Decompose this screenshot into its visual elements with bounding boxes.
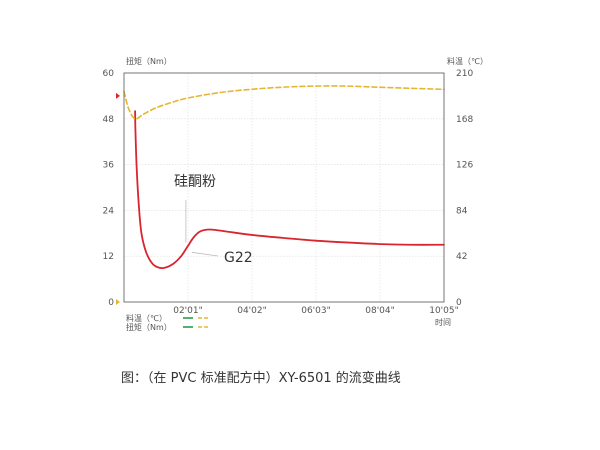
annotations: 硅酮粉 G22 xyxy=(174,174,253,266)
torque-series-line xyxy=(134,110,445,270)
y-right-tick-label: 168 xyxy=(456,115,473,125)
y-right-axis-title: 料温（℃） xyxy=(447,56,488,66)
y-right-tick-label: 210 xyxy=(456,69,473,79)
y-left-tick-label: 0 xyxy=(108,298,114,308)
plot-border xyxy=(123,72,445,303)
y-right-tick-label: 42 xyxy=(456,252,467,262)
annotation-silicone-powder: 硅酮粉 xyxy=(174,174,216,190)
y-left-tick-label: 60 xyxy=(103,69,115,79)
x-axis-title: 时间 xyxy=(435,317,451,327)
y-left-tick-label: 48 xyxy=(103,115,115,125)
annotation-leader-g22 xyxy=(191,251,219,257)
y-left-tick-label: 36 xyxy=(103,161,115,171)
x-tick-label: 06'03" xyxy=(301,306,331,316)
annotation-g22: G22 xyxy=(224,250,253,266)
axis-marker xyxy=(116,92,120,99)
x-tick-label: 02'01" xyxy=(173,306,203,316)
grid xyxy=(124,72,445,303)
legend: 料温（℃）扭矩（Nm） xyxy=(126,313,210,332)
y-right-tick-label: 126 xyxy=(456,161,473,171)
legend-label: 扭矩（Nm） xyxy=(126,322,172,332)
x-tick-label: 04'02" xyxy=(237,306,267,316)
figure-caption: 图：（在 PVC 标准配方中）XY-6501 的流变曲线 xyxy=(121,370,401,386)
y-right-tick-label: 84 xyxy=(456,206,468,216)
plot-frame xyxy=(123,72,445,303)
y-left-tick-label: 24 xyxy=(103,206,115,216)
temperature-series-line xyxy=(123,85,445,120)
y-left-axis-title: 扭矩（Nm） xyxy=(126,56,172,66)
axis-marker xyxy=(116,299,120,305)
legend-label: 料温（℃） xyxy=(126,313,167,323)
x-tick-label: 08'04" xyxy=(365,306,395,316)
tick-labels: 0 12 24 36 48 60 0 42 84 126 168 210 02'01" 04'02" 06'… xyxy=(103,69,474,316)
y-right-tick-label: 0 xyxy=(456,298,462,308)
x-tick-label: 10'05" xyxy=(429,306,459,316)
y-left-tick-label: 12 xyxy=(103,252,114,262)
series-layer xyxy=(123,85,445,270)
